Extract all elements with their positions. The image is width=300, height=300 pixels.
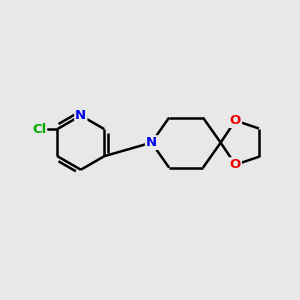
Text: O: O [230, 114, 241, 127]
Text: O: O [230, 158, 241, 171]
Text: N: N [75, 109, 86, 122]
Text: Cl: Cl [32, 123, 46, 136]
Text: N: N [146, 136, 157, 149]
